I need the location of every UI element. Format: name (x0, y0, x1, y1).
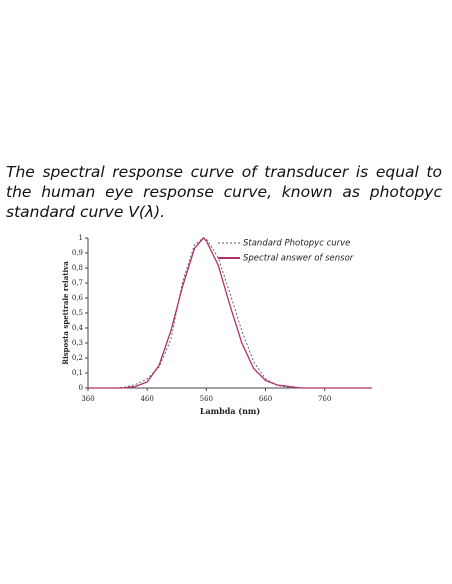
y-tick-label: 0,4 (72, 324, 84, 332)
y-tick-label: 0,2 (72, 354, 83, 362)
y-tick-label: 1 (79, 234, 83, 242)
x-axis-title: Lambda (nm) (200, 406, 260, 416)
y-axis-title: Risposta spettrale relativa (61, 261, 70, 365)
x-tick-label: 660 (259, 395, 272, 403)
legend-label: Standard Photopyc curve (243, 239, 350, 249)
y-tick-label: 0,7 (72, 279, 83, 287)
y-tick-label: 0,6 (72, 294, 84, 302)
y-tick-label: 0,5 (72, 309, 83, 317)
x-tick-label: 560 (200, 395, 213, 403)
x-tick-label: 360 (81, 395, 94, 403)
paragraph: The spectral response curve of transduce… (6, 163, 442, 221)
y-tick-label: 0,3 (72, 339, 83, 347)
x-tick-label: 760 (318, 395, 331, 403)
series-line (88, 237, 372, 389)
x-tick-label: 460 (140, 395, 153, 403)
y-tick-label: 0,9 (72, 249, 83, 257)
y-tick-label: 0,1 (72, 369, 83, 377)
y-tick-label: 0 (79, 384, 83, 392)
y-tick-label: 0,8 (72, 264, 83, 272)
legend-label: Spectral answer of sensor (243, 254, 354, 264)
